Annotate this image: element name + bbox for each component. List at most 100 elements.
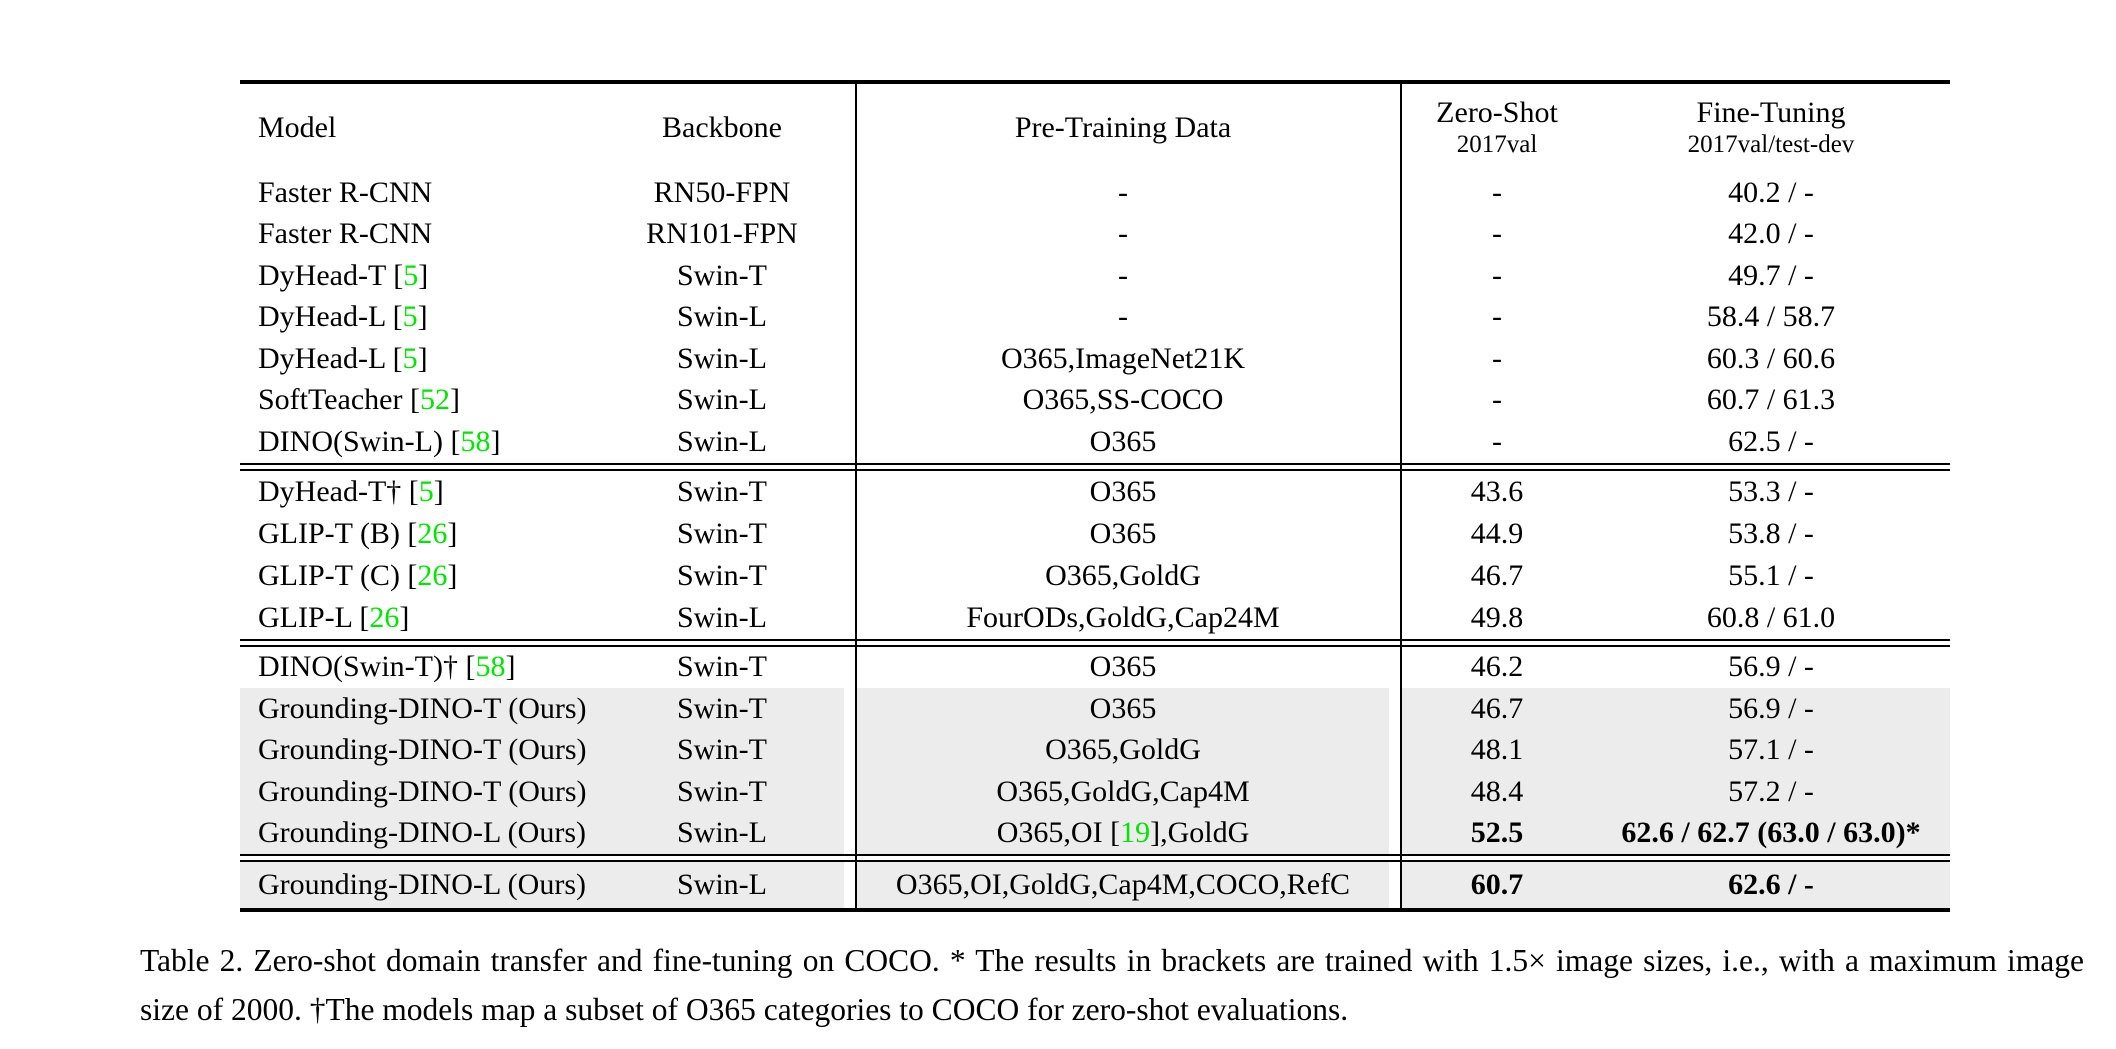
citation-link[interactable]: 5 bbox=[402, 341, 418, 375]
backbone-cell: Swin-L bbox=[677, 383, 767, 417]
header-fine-tuning-title: Fine-Tuning bbox=[1696, 96, 1846, 130]
column-gap bbox=[1389, 730, 1400, 772]
citation-link[interactable]: 26 bbox=[417, 516, 448, 550]
header-model: Model bbox=[258, 111, 337, 144]
model-cell: Faster R-CNN bbox=[240, 172, 600, 214]
column-gap bbox=[844, 255, 855, 297]
table-row: Grounding-DINO-T (Ours) Swin-T O365,GoldG 4… bbox=[240, 729, 1950, 772]
pretrain-cell: - bbox=[857, 214, 1389, 256]
pretrain-cell: O365 bbox=[857, 688, 1389, 730]
column-gap bbox=[1389, 297, 1400, 339]
column-gap bbox=[844, 688, 855, 730]
cell-text: ] bbox=[449, 383, 460, 417]
zeroshot-cell: - bbox=[1492, 217, 1502, 251]
table-row: DyHead-L [5] Swin-L O365,ImageNet21K - 60.3 … bbox=[240, 338, 1950, 380]
cell-text: Grounding-DINO-T (Ours) bbox=[258, 733, 587, 767]
backbone-cell: Swin-L bbox=[677, 600, 767, 634]
cell-text: DyHead-T [ bbox=[258, 258, 404, 292]
cell-text: ] bbox=[417, 300, 428, 334]
backbone-cell: Swin-L bbox=[677, 300, 767, 334]
citation-link[interactable]: 26 bbox=[369, 600, 400, 634]
model-cell: DINO(Swin-T)† [58] bbox=[240, 647, 600, 689]
cell-text: ] bbox=[490, 424, 501, 458]
column-gap bbox=[844, 513, 855, 555]
backbone-cell: Swin-T bbox=[677, 558, 767, 592]
table-row: SoftTeacher [52] Swin-L O365,SS-COCO - 60.7 … bbox=[240, 380, 1950, 422]
pretrain-cell: O365,GoldG bbox=[857, 555, 1389, 597]
zeroshot-cell: - bbox=[1492, 383, 1502, 417]
cell-text: ] bbox=[505, 650, 516, 684]
cell-text: O365,ImageNet21K bbox=[1000, 341, 1246, 375]
cell-text: ] bbox=[447, 516, 458, 550]
citation-link[interactable]: 5 bbox=[418, 474, 434, 508]
column-gap bbox=[844, 297, 855, 339]
cell-text: ] bbox=[447, 558, 458, 592]
cell-text: ] bbox=[399, 600, 410, 634]
cell-text: O365 bbox=[1089, 516, 1157, 550]
section-separator bbox=[240, 462, 1950, 471]
header-pretraining-data: Pre-Training Data bbox=[1014, 111, 1232, 144]
cell-text: O365 bbox=[1089, 424, 1157, 458]
column-gap bbox=[844, 421, 855, 463]
pretrain-cell: FourODs,GoldG,Cap24M bbox=[857, 597, 1389, 639]
citation-link[interactable]: 19 bbox=[1120, 816, 1151, 850]
cell-text: DINO(Swin-L) [ bbox=[258, 424, 461, 458]
cell-text: SoftTeacher [ bbox=[258, 383, 420, 417]
cell-text: FourODs,GoldG,Cap24M bbox=[966, 600, 1280, 634]
zeroshot-cell: 43.6 bbox=[1470, 474, 1524, 508]
cell-text: DyHead-T† [ bbox=[258, 474, 419, 508]
zeroshot-cell: - bbox=[1492, 300, 1502, 334]
header-fine-tuning-sub: 2017val/test-dev bbox=[1687, 130, 1855, 158]
column-gap bbox=[844, 730, 855, 772]
table-row: GLIP-L [26] Swin-L FourODs,GoldG,Cap24M 49.… bbox=[240, 597, 1950, 639]
finetune-cell: 60.7 / 61.3 bbox=[1706, 383, 1836, 417]
cell-text: GLIP-L [ bbox=[258, 600, 370, 634]
model-cell: DyHead-T† [5] bbox=[240, 471, 600, 513]
cell-text: - bbox=[1118, 175, 1128, 209]
citation-link[interactable]: 58 bbox=[475, 650, 506, 684]
column-gap bbox=[844, 862, 855, 908]
cell-text: ],GoldG bbox=[1150, 816, 1250, 850]
cell-text: DyHead-L [ bbox=[258, 300, 403, 334]
citation-link[interactable]: 5 bbox=[403, 258, 419, 292]
zeroshot-cell: 60.7 bbox=[1402, 862, 1592, 908]
table-row: GLIP-T (C) [26] Swin-T O365,GoldG 46.7 55.1 … bbox=[240, 555, 1950, 597]
column-gap bbox=[844, 172, 855, 214]
column-gap bbox=[1389, 471, 1400, 513]
model-cell: GLIP-T (C) [26] bbox=[240, 555, 600, 597]
backbone-cell: Swin-L bbox=[677, 341, 767, 375]
finetune-cell: 62.5 / - bbox=[1728, 424, 1814, 458]
finetune-cell: 58.4 / 58.7 bbox=[1706, 300, 1836, 334]
column-gap bbox=[1389, 647, 1400, 689]
cell-text: Grounding-DINO-L (Ours) bbox=[258, 868, 586, 901]
zeroshot-cell: 46.2 bbox=[1470, 650, 1524, 684]
table-bottom-rule bbox=[240, 908, 1950, 912]
finetune-cell: 53.3 / - bbox=[1728, 474, 1814, 508]
pretrain-cell: O365 bbox=[857, 647, 1389, 689]
citation-link[interactable]: 52 bbox=[419, 383, 450, 417]
finetune-cell: 62.6 / 62.7 (63.0 / 63.0)* bbox=[1592, 812, 1950, 854]
model-cell: DyHead-L [5] bbox=[240, 338, 600, 380]
vertical-rule-2 bbox=[1400, 84, 1402, 912]
cell-text: O365,GoldG bbox=[1045, 733, 1201, 767]
column-gap bbox=[1389, 380, 1400, 422]
header-zero-shot-title: Zero-Shot bbox=[1436, 96, 1558, 130]
table-row: Grounding-DINO-L (Ours) Swin-L O365,OI,Gol… bbox=[240, 862, 1950, 908]
cell-text: O365,OI,GoldG,Cap4M,COCO,RefC bbox=[895, 868, 1351, 901]
table-row: Grounding-DINO-T (Ours) Swin-T O365,GoldG,… bbox=[240, 771, 1950, 813]
zeroshot-cell: 46.7 bbox=[1402, 688, 1592, 730]
citation-link[interactable]: 5 bbox=[402, 300, 418, 334]
citation-link[interactable]: 26 bbox=[417, 558, 448, 592]
citation-link[interactable]: 58 bbox=[460, 424, 491, 458]
backbone-cell: Swin-L bbox=[600, 862, 844, 908]
model-cell: Faster R-CNN bbox=[240, 214, 600, 256]
header-zero-shot: Zero-Shot 2017val bbox=[1402, 84, 1592, 172]
section-separator bbox=[240, 638, 1950, 647]
cell-text: - bbox=[1118, 300, 1128, 334]
cell-text: DINO(Swin-T)† [ bbox=[258, 650, 476, 684]
zeroshot-cell: 48.4 bbox=[1402, 771, 1592, 813]
table-row: DyHead-L [5] Swin-L - - 58.4 / 58.7 bbox=[240, 297, 1950, 339]
zeroshot-cell: 48.1 bbox=[1402, 729, 1592, 771]
zeroshot-cell: - bbox=[1492, 258, 1502, 292]
column-gap bbox=[844, 84, 855, 172]
